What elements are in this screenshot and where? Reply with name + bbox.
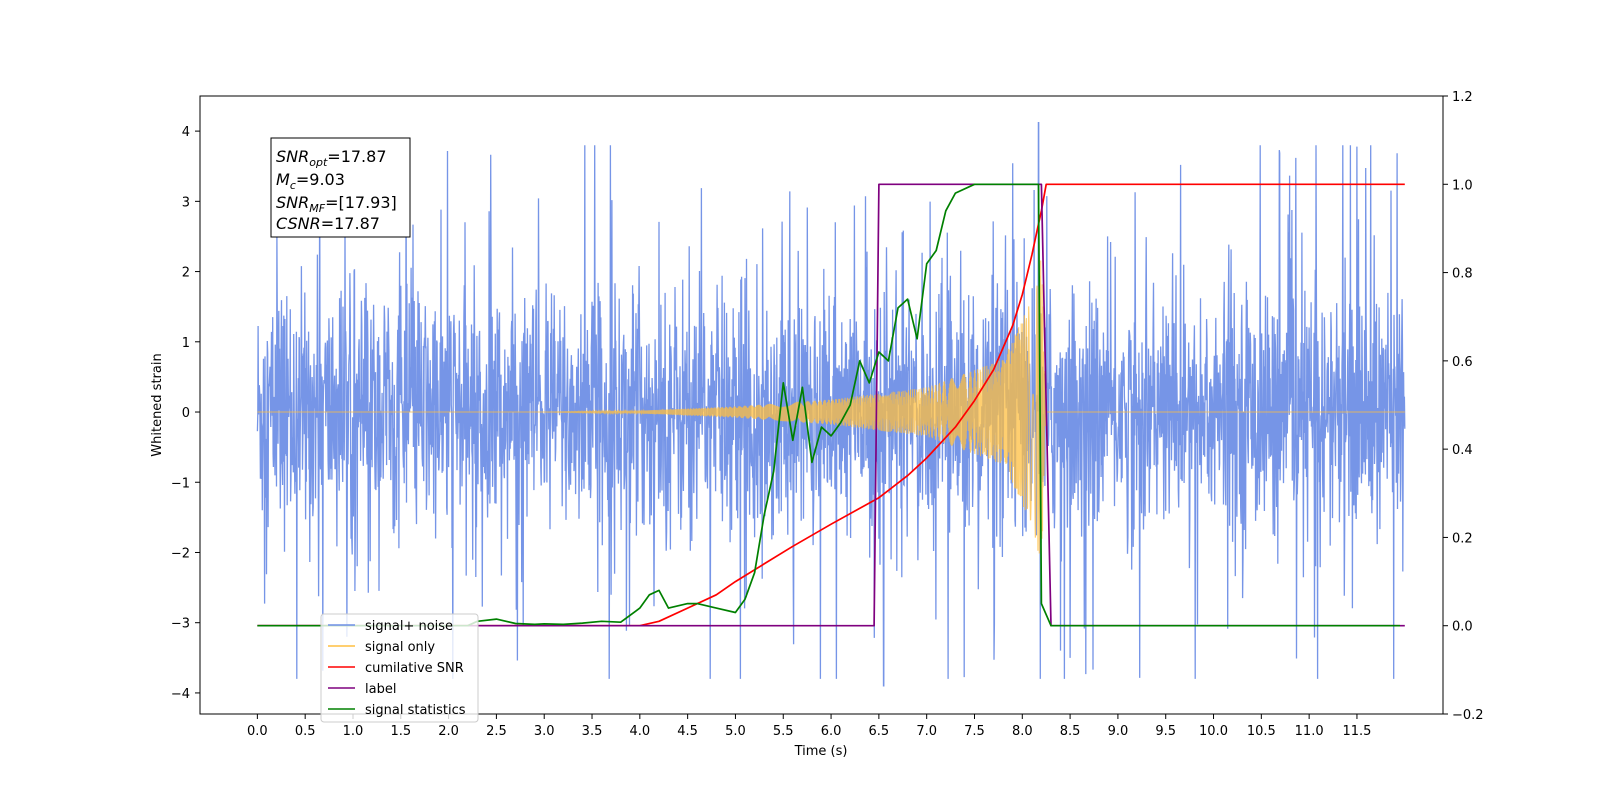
- x-tick-label: 3.5: [582, 724, 603, 739]
- annotation-box: SNRopt=17.87 Mc=9.03 SNRMF=[17.93] CSNR=…: [270, 137, 411, 238]
- y-tick-label: 2: [182, 266, 190, 281]
- x-tick-label: 0.5: [295, 724, 316, 739]
- x-tick-label: 1.5: [390, 724, 411, 739]
- x-tick-label: 2.0: [438, 724, 459, 739]
- axes-frame: [199, 95, 1444, 715]
- series-line-cumilative-snr: [257, 183, 1405, 627]
- series-line-signal-statistics: [257, 183, 1400, 627]
- y-tick-label: −3: [171, 617, 190, 632]
- y-axis-label: Whitened strain: [150, 353, 165, 456]
- y-tick-label: −1: [171, 476, 190, 491]
- legend-label-label: label: [365, 682, 396, 697]
- y-tick-label: −2: [171, 546, 190, 561]
- legend-label-signal-statistics: signal statistics: [365, 703, 466, 718]
- annotation-frame: [270, 137, 411, 238]
- x-tick-label: 4.0: [629, 724, 650, 739]
- y2-tick-label: 1.0: [1452, 178, 1473, 193]
- y-tick-label: −4: [171, 687, 190, 702]
- y-tick-label: 3: [182, 195, 190, 210]
- x-tick-label: 7.0: [916, 724, 937, 739]
- x-tick-label: 11.5: [1342, 724, 1371, 739]
- legend: signal+ noise signal only cumilative SNR…: [320, 613, 479, 723]
- y2-tick-label: 0.4: [1452, 443, 1473, 458]
- annotation-line-csnr: CSNR=17.87: [276, 214, 380, 233]
- annotation-line-snr-mf: SNRMF=[17.93]: [276, 193, 397, 215]
- annotation-line-mc: Mc=9.03: [276, 170, 345, 192]
- legend-frame: [320, 613, 479, 723]
- y-tick-label: 1: [182, 336, 190, 351]
- x-tick-label: 3.0: [534, 724, 555, 739]
- x-tick-label: 7.5: [964, 724, 985, 739]
- x-tick-label: 2.5: [486, 724, 507, 739]
- x-axis-label: Time (s): [794, 744, 848, 759]
- legend-entry-cumilative-snr: cumilative SNR: [328, 661, 464, 676]
- legend-label-signal-only: signal only: [365, 640, 435, 655]
- legend-entry-signal-only: signal only: [328, 640, 435, 655]
- legend-label-signal-noise: signal+ noise: [365, 619, 453, 634]
- plot-area: [256, 122, 1406, 687]
- axes: 0.0 0.5 1.0 1.5 2.0 2.5 3.0 3.5 4.0 4.5 5.0 5.5 6.0 6…: [171, 90, 1484, 739]
- y2-tick-label: 1.2: [1452, 90, 1473, 105]
- x-tick-label: 1.0: [343, 724, 364, 739]
- x-tick-label: 0.0: [247, 724, 268, 739]
- y-tick-label: 4: [182, 125, 190, 140]
- legend-entry-signal-noise: signal+ noise: [328, 619, 453, 634]
- y-tick-label: 0: [182, 406, 190, 421]
- y2-tick-label: 0.0: [1452, 620, 1473, 635]
- legend-entry-signal-statistics: signal statistics: [328, 703, 466, 718]
- y2-tick-label: −0.2: [1452, 708, 1484, 723]
- x-tick-label: 8.5: [1060, 724, 1081, 739]
- legend-entry-label: label: [328, 682, 396, 697]
- x-tick-label: 9.0: [1108, 724, 1129, 739]
- y2-tick-label: 0.6: [1452, 355, 1473, 370]
- x-tick-label: 5.5: [773, 724, 794, 739]
- series-line-signal-only: [257, 260, 1405, 554]
- annotation-line-snr-opt: SNRopt=17.87: [276, 147, 387, 169]
- x-tick-label: 10.0: [1199, 724, 1228, 739]
- x-tick-label: 11.0: [1295, 724, 1324, 739]
- x-tick-label: 8.0: [1012, 724, 1033, 739]
- x-tick-label: 9.5: [1155, 724, 1176, 739]
- legend-label-cumilative-snr: cumilative SNR: [365, 661, 464, 676]
- x-tick-label: 6.0: [821, 724, 842, 739]
- x-tick-label: 5.0: [725, 724, 746, 739]
- x-tick-label: 10.5: [1247, 724, 1276, 739]
- series-line-signal-noise: [256, 122, 1406, 687]
- y2-tick-label: 0.2: [1452, 531, 1473, 546]
- y2-tick-label: 0.8: [1452, 267, 1473, 282]
- x-tick-label: 6.5: [869, 724, 890, 739]
- x-tick-label: 4.5: [677, 724, 698, 739]
